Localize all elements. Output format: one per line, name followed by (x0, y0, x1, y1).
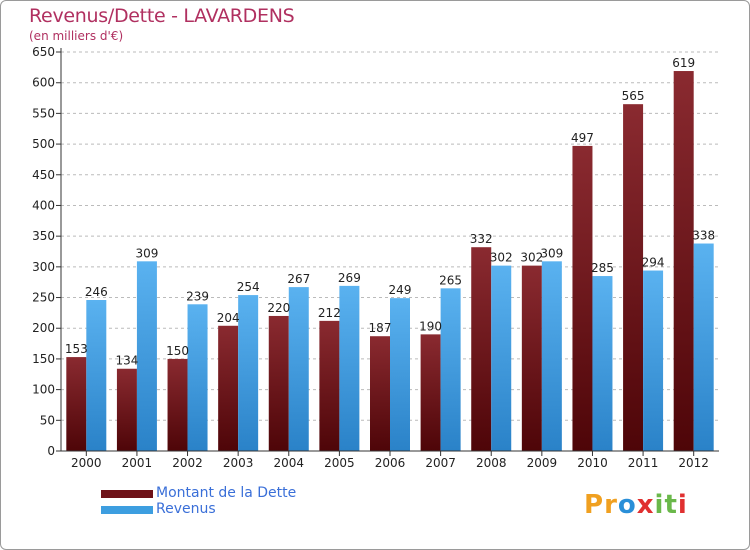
data-label-revenus-2010: 285 (591, 261, 614, 275)
data-label-dette-2001: 134 (115, 354, 138, 368)
bar-revenus-2012 (693, 243, 714, 451)
data-label-dette-2010: 497 (571, 131, 594, 145)
bar-revenus-2002 (187, 304, 208, 451)
bar-revenus-2007 (440, 288, 461, 451)
data-label-revenus-2004: 267 (287, 272, 310, 286)
y-tick-label: 350 (32, 229, 55, 243)
x-tick-label: 2000 (71, 456, 102, 470)
bar-revenus-2008 (491, 265, 512, 451)
bar-dette-2004 (268, 315, 289, 451)
y-tick-label: 550 (32, 106, 55, 120)
data-label-revenus-2011: 294 (642, 256, 665, 270)
bar-dette-2008 (471, 247, 492, 451)
bar-revenus-2005 (339, 285, 360, 451)
y-tick-label: 400 (32, 198, 55, 212)
bar-revenus-2004 (288, 287, 309, 451)
x-tick-label: 2009 (527, 456, 558, 470)
logo-letter: t (664, 490, 678, 520)
legend-swatch-dette (101, 490, 153, 498)
data-label-dette-2000: 153 (65, 342, 88, 356)
x-tick-label: 2006 (375, 456, 406, 470)
logo-letter: x (636, 490, 655, 520)
x-tick-label: 2012 (678, 456, 709, 470)
bar-revenus-2003 (238, 295, 259, 451)
bar-dette-2007 (420, 334, 441, 451)
y-tick-label: 300 (32, 260, 55, 274)
bar-dette-2006 (370, 336, 390, 451)
y-tick-label: 150 (32, 352, 55, 366)
chart-subtitle: (en milliers d'€) (29, 29, 124, 43)
data-label-dette-2006: 187 (369, 321, 392, 335)
y-tick-label: 650 (32, 45, 55, 59)
data-label-dette-2005: 212 (318, 306, 341, 320)
data-label-revenus-2012: 338 (692, 229, 715, 243)
data-label-dette-2007: 190 (419, 319, 442, 333)
data-label-dette-2012: 619 (672, 56, 695, 70)
bar-revenus-2001 (136, 261, 157, 451)
data-label-revenus-2007: 265 (439, 273, 462, 287)
bar-revenus-2000 (86, 299, 107, 451)
data-label-revenus-2002: 239 (186, 289, 209, 303)
axes: 0 50 100 150 200 250 300 350 400 450 500 550 600 650 2… (32, 45, 719, 470)
bar-dette-2012 (673, 71, 694, 451)
bar-dette-2009 (521, 265, 542, 451)
bars (66, 71, 714, 451)
x-tick-label: 2008 (476, 456, 507, 470)
data-label-dette-2008: 332 (470, 232, 493, 246)
logo-letter: P (584, 490, 605, 520)
y-tick-label: 500 (32, 137, 55, 151)
data-label-dette-2003: 204 (217, 311, 240, 325)
legend-label-revenus: Revenus (156, 501, 216, 517)
data-label-revenus-2001: 309 (135, 246, 158, 260)
legend-label-dette: Montant de la Dette (156, 485, 297, 501)
y-tick-label: 250 (32, 291, 55, 305)
data-label-revenus-2000: 246 (85, 285, 108, 299)
y-tick-label: 100 (32, 383, 55, 397)
x-tick-label: 2003 (223, 456, 254, 470)
bar-dette-2011 (623, 104, 644, 451)
y-tick-label: 0 (47, 444, 55, 458)
x-tick-label: 2005 (324, 456, 355, 470)
logo-letter: i (677, 490, 688, 520)
legend-swatch-revenus (101, 506, 153, 514)
x-tick-label: 2004 (273, 456, 304, 470)
x-tick-label: 2007 (425, 456, 456, 470)
data-label-revenus-2005: 269 (338, 271, 361, 285)
proxiti-logo: Proxiti (584, 490, 688, 520)
y-tick-label: 600 (32, 76, 55, 90)
x-tick-label: 2011 (628, 456, 659, 470)
x-tick-label: 2010 (577, 456, 608, 470)
y-tick-label: 200 (32, 321, 55, 335)
x-tick-label: 2002 (172, 456, 203, 470)
logo-letter: r (604, 490, 618, 520)
bar-dette-2001 (116, 368, 137, 451)
data-label-dette-2009: 302 (520, 251, 543, 265)
y-tick-label: 450 (32, 168, 55, 182)
data-label-revenus-2008: 302 (490, 251, 513, 265)
x-tick-label: 2001 (122, 456, 153, 470)
bar-revenus-2010 (592, 276, 613, 451)
logo-letter: i (654, 490, 665, 520)
data-label-dette-2004: 220 (267, 301, 290, 315)
bar-revenus-2009 (541, 261, 562, 451)
bar-dette-2000 (66, 357, 87, 451)
y-tick-label: 50 (40, 413, 55, 427)
bar-dette-2005 (319, 320, 340, 451)
chart-title: Revenus/Dette - LAVARDENS (29, 5, 295, 27)
bar-dette-2010 (572, 145, 593, 451)
data-label-dette-2011: 565 (622, 89, 645, 103)
bar-dette-2002 (167, 358, 188, 451)
logo-letter: o (617, 490, 637, 520)
bar-revenus-2006 (390, 298, 410, 451)
data-label-revenus-2006: 249 (389, 283, 412, 297)
bar-dette-2003 (218, 325, 239, 451)
bar-revenus-2011 (643, 270, 664, 451)
data-labels: 153 246 134 309 150 239 204 254 220 267 212 269 187 2… (65, 56, 715, 368)
data-label-revenus-2003: 254 (237, 280, 260, 294)
data-label-revenus-2009: 309 (540, 246, 563, 260)
data-label-dette-2002: 150 (166, 344, 189, 358)
